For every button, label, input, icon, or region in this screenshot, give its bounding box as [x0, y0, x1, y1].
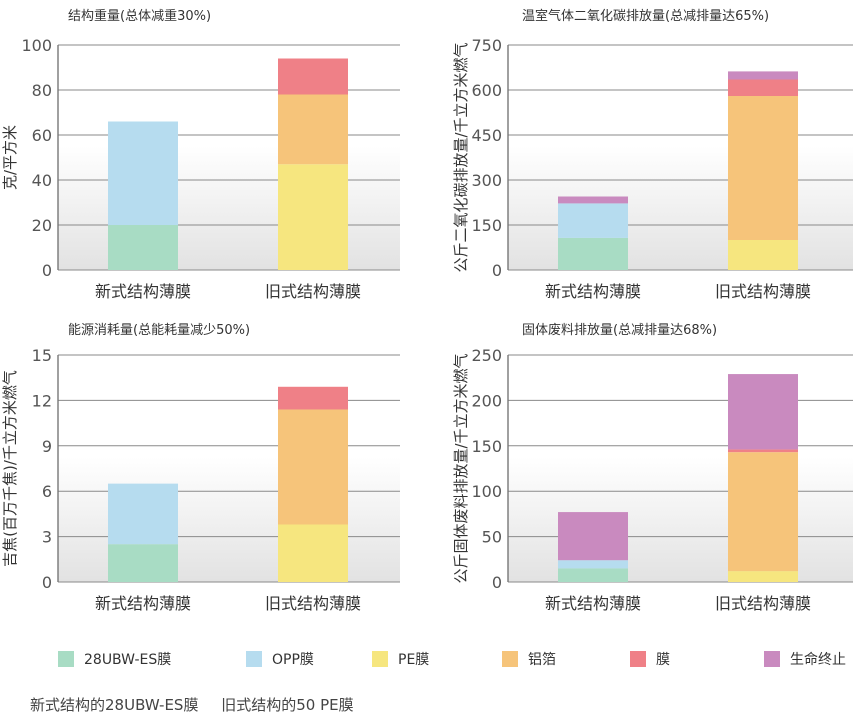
y-tick-label: 40: [32, 171, 52, 190]
chart-title: 温室气体二氧化碳排放量(总减排量达65%): [522, 8, 769, 24]
bar-segment: [278, 524, 348, 582]
y-tick-label: 100: [471, 482, 502, 501]
x-tick-label: 旧式结构薄膜: [265, 282, 361, 301]
bar-segment: [108, 225, 178, 270]
y-tick-label: 450: [471, 126, 502, 145]
bar-segment: [558, 237, 628, 270]
legend-item-opp: OPP膜: [246, 650, 314, 668]
legend-item-foil: 铝箔: [502, 650, 556, 668]
y-tick-label: 200: [471, 391, 502, 410]
y-axis-label: 公斤固体废料排放量/千立方米燃气: [452, 353, 470, 583]
x-tick-label: 新式结构薄膜: [95, 594, 191, 613]
legend-item-film: 膜: [630, 650, 670, 668]
x-tick-label: 新式结构薄膜: [545, 594, 641, 613]
bar-segment: [558, 203, 628, 238]
y-tick-label: 0: [42, 573, 52, 592]
y-axis-label: 克/平方米: [1, 125, 19, 190]
y-tick-label: 15: [32, 346, 52, 365]
y-tick-label: 9: [42, 437, 52, 456]
x-tick-label: 新式结构薄膜: [95, 282, 191, 301]
legend: 28UBW-ES膜 OPP膜 PE膜 铝箔 膜 生命终止: [0, 640, 861, 676]
bar-segment: [558, 512, 628, 561]
legend-swatch-opp: [246, 651, 262, 667]
y-tick-label: 0: [492, 261, 502, 280]
x-tick-label: 旧式结构薄膜: [715, 282, 811, 301]
bar-segment: [278, 94, 348, 165]
bar-segment: [108, 483, 178, 545]
chart-title: 能源消耗量(总能耗量减少50%): [68, 323, 250, 338]
y-tick-label: 150: [471, 216, 502, 235]
bar-segment: [728, 452, 798, 572]
legend-label-28ubw: 28UBW-ES膜: [84, 652, 172, 668]
y-tick-label: 250: [471, 346, 502, 365]
legend-label-foil: 铝箔: [528, 652, 556, 668]
legend-item-eol: 生命终止: [764, 650, 846, 668]
y-tick-label: 300: [471, 171, 502, 190]
footnote: 新式结构的28UBW-ES膜 旧式结构的50 PE膜: [30, 694, 372, 715]
legend-swatch-28ubw: [58, 651, 74, 667]
legend-swatch-foil: [502, 651, 518, 667]
bar-segment: [558, 568, 628, 582]
footnote-old: 旧式结构的50 PE膜: [221, 696, 354, 714]
legend-label-eol: 生命终止: [790, 652, 846, 668]
y-tick-label: 150: [471, 437, 502, 456]
y-tick-label: 0: [42, 261, 52, 280]
y-tick-label: 80: [32, 81, 52, 100]
bar-segment: [278, 386, 348, 410]
legend-swatch-film: [630, 651, 646, 667]
y-tick-label: 60: [32, 126, 52, 145]
chart-panel-2: 温室气体二氧化碳排放量(总减排量达65%) 0 150 300 450 600 750公斤二…: [452, 8, 853, 301]
chart-panel-4: 固体废料排放量(总减排量达68%) 0 50 100 150 200 250公斤固体废料排放…: [452, 322, 853, 613]
y-axis-label: 公斤二氧化碳排放量/千立方米燃气: [452, 42, 470, 272]
x-tick-label: 旧式结构薄膜: [715, 594, 811, 613]
legend-item-pe: PE膜: [372, 650, 429, 668]
bar-segment: [108, 121, 178, 225]
legend-label-film: 膜: [656, 652, 670, 668]
y-tick-label: 750: [471, 36, 502, 55]
y-axis-label: 吉焦(百万千焦)/千立方米燃气: [1, 370, 19, 567]
legend-label-pe: PE膜: [398, 652, 430, 668]
bar-segment: [728, 79, 798, 96]
legend-swatch-pe: [372, 651, 388, 667]
y-tick-label: 12: [32, 391, 52, 410]
bar-segment: [728, 71, 798, 80]
bar-segment: [278, 164, 348, 270]
legend-label-opp: OPP膜: [272, 652, 314, 668]
chart-title: 结构重量(总体减重30%): [68, 8, 211, 24]
y-tick-label: 600: [471, 81, 502, 100]
y-tick-label: 100: [21, 36, 52, 55]
bar-segment: [728, 449, 798, 453]
x-tick-label: 旧式结构薄膜: [265, 594, 361, 613]
bar-segment: [278, 58, 348, 95]
bar-segment: [728, 374, 798, 450]
footnote-new: 新式结构的28UBW-ES膜: [30, 696, 199, 714]
x-tick-label: 新式结构薄膜: [545, 282, 641, 301]
y-tick-label: 3: [42, 528, 52, 547]
y-tick-label: 6: [42, 482, 52, 501]
bar-segment: [278, 409, 348, 525]
bar-segment: [558, 196, 628, 204]
y-tick-label: 20: [32, 216, 52, 235]
bar-segment: [728, 240, 798, 270]
chart-title: 固体废料排放量(总减排量达68%): [522, 322, 717, 338]
bar-segment: [728, 96, 798, 240]
bar-segment: [728, 571, 798, 582]
y-tick-label: 50: [482, 528, 502, 547]
legend-item-28ubw: 28UBW-ES膜: [58, 650, 171, 668]
chart-panel-3: 能源消耗量(总能耗量减少50%) 0 3 6 9 12 15 吉焦(百万千焦)/千立方米燃气新…: [1, 323, 400, 613]
legend-swatch-eol: [764, 651, 780, 667]
y-tick-label: 0: [492, 573, 502, 592]
bar-segment: [108, 544, 178, 582]
bar-segment: [558, 560, 628, 569]
